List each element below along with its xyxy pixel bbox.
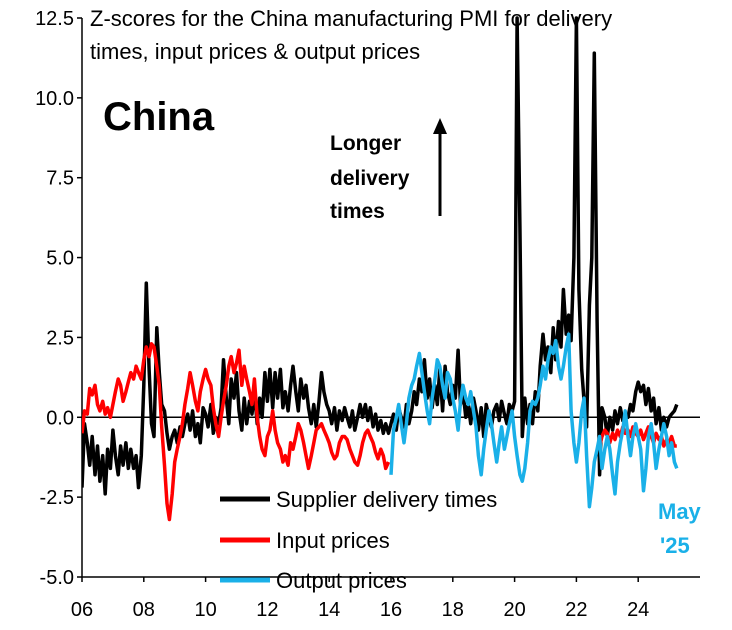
y-tick-label: -2.5 xyxy=(40,487,74,509)
y-tick-label: 7.5 xyxy=(46,168,74,190)
series-layer xyxy=(82,16,679,522)
y-tick-label: 2.5 xyxy=(46,327,74,349)
legend: Supplier delivery times Input prices Outpu… xyxy=(220,487,497,593)
country-label: China xyxy=(103,95,215,139)
x-tick-label: 10 xyxy=(194,599,216,621)
x-tick-label: 12 xyxy=(256,599,278,621)
legend-label: Input prices xyxy=(276,528,390,553)
series-line-supplier-delivery-times xyxy=(82,16,679,496)
title-line-1: Z-scores for the China manufacturing PMI… xyxy=(90,6,612,31)
x-tick-label: 14 xyxy=(318,599,340,621)
x-tick-label: 18 xyxy=(442,599,464,621)
y-tick-label: 5.0 xyxy=(46,248,74,270)
x-tick-label: 08 xyxy=(133,599,155,621)
series-line-input-prices xyxy=(82,342,391,522)
y-tick-label: 0.0 xyxy=(46,407,74,429)
end-label: May '25 xyxy=(658,499,702,558)
up-arrow-icon xyxy=(433,118,447,134)
y-tick-label: 10.0 xyxy=(35,88,74,110)
annotation-line-3: times xyxy=(330,200,385,223)
legend-label: Supplier delivery times xyxy=(276,487,497,512)
annotation-line-1: Longer xyxy=(330,132,401,155)
y-tick-label: -5.0 xyxy=(40,567,74,589)
axes: -5.0 -2.5 0.0 2.5 5.0 7.5 10.0 12.5 06 08 10 12 14 16… xyxy=(35,8,700,621)
end-label-line-1: May xyxy=(658,499,702,524)
x-tick-label: 20 xyxy=(503,599,525,621)
x-tick-label: 16 xyxy=(380,599,402,621)
y-tick-label: 12.5 xyxy=(35,8,74,30)
x-tick-label: 22 xyxy=(565,599,587,621)
annotation-longer-delivery: Longer delivery times xyxy=(330,118,447,223)
chart-title: Z-scores for the China manufacturing PMI… xyxy=(90,6,612,64)
x-tick-label: 06 xyxy=(71,599,93,621)
end-label-line-2: '25 xyxy=(660,533,690,558)
legend-label: Output prices xyxy=(276,568,407,593)
title-line-2: times, input prices & output prices xyxy=(90,39,420,64)
series-line-output-prices xyxy=(389,332,679,509)
annotation-line-2: delivery xyxy=(330,167,410,190)
x-tick-label: 24 xyxy=(627,599,649,621)
